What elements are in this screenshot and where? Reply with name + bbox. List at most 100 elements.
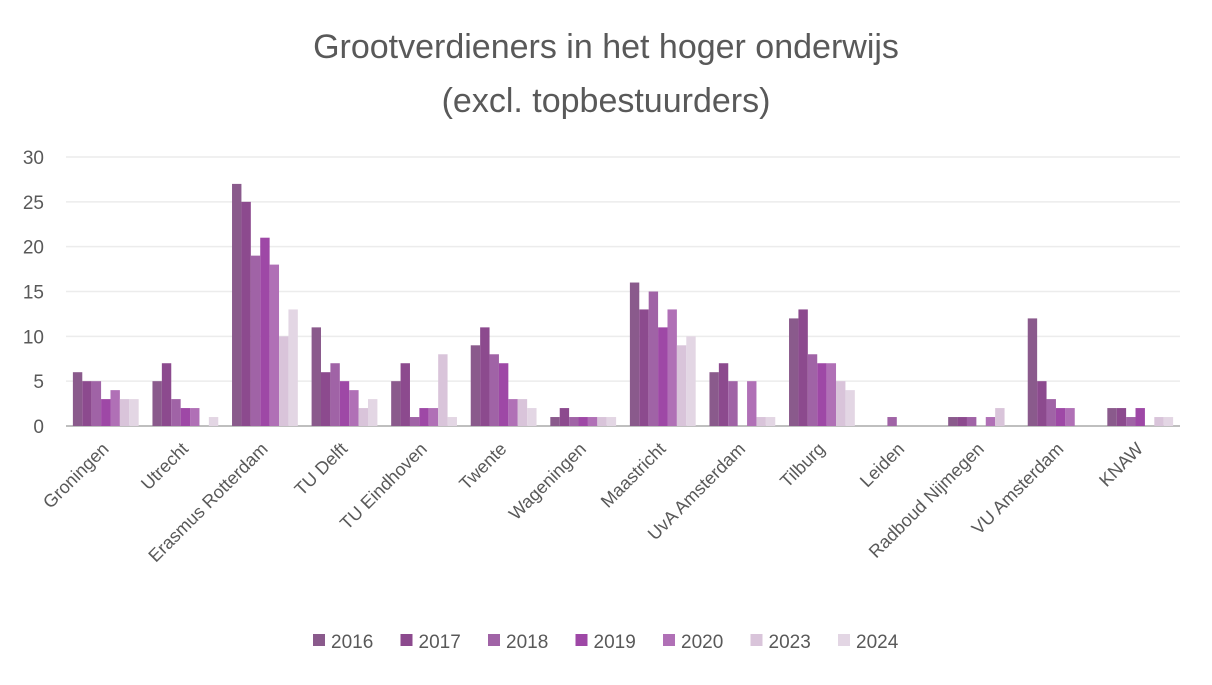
bar-2024 [606, 417, 617, 426]
bar-2016 [789, 318, 799, 426]
bar-2024 [447, 417, 457, 426]
bar-2023 [438, 354, 448, 426]
bar-2017 [400, 363, 410, 426]
bar-2018 [330, 363, 340, 426]
bar-2024 [845, 390, 855, 426]
bar-2016 [311, 327, 321, 426]
bar-2019 [260, 237, 270, 426]
bar-2018 [91, 381, 102, 426]
bar-2016 [709, 372, 719, 426]
bar-2019 [578, 417, 588, 426]
bar-2017 [1037, 381, 1047, 426]
x-tick-label: KNAW [1095, 439, 1147, 491]
bar-2018 [1046, 399, 1056, 426]
bar-2018 [728, 381, 738, 426]
bar-2019 [101, 399, 111, 426]
bar-2017 [1116, 408, 1127, 426]
bar-2019 [817, 363, 827, 426]
legend-swatch [488, 634, 500, 646]
bar-2017 [718, 363, 729, 426]
legend-swatch [400, 634, 413, 646]
x-tick-label: Maastricht [597, 439, 670, 512]
bar-2019 [419, 408, 429, 426]
bar-2019 [658, 327, 668, 426]
bar-2023 [517, 399, 528, 426]
bar-2019 [339, 381, 350, 426]
bar-2020 [269, 264, 280, 426]
bar-2016 [550, 417, 560, 426]
legend-label: 2023 [769, 632, 811, 653]
legend-label: 2018 [506, 632, 548, 653]
bar-2016 [232, 183, 242, 426]
legend-label: 2017 [419, 632, 461, 653]
bar-2017 [559, 408, 570, 426]
bar-2016 [72, 372, 83, 426]
bar-2016 [391, 381, 401, 426]
legend-swatch [313, 634, 325, 646]
legend-label: 2019 [594, 632, 636, 653]
bar-2016 [470, 345, 481, 426]
bar-2023 [279, 336, 289, 426]
x-tick-label: TU Delft [291, 439, 352, 500]
x-tick-label: Utrecht [137, 439, 192, 494]
bar-2023 [119, 399, 130, 426]
bar-2020 [190, 408, 200, 426]
y-tick-label: 30 [23, 148, 44, 169]
bar-2020 [110, 390, 120, 426]
legend-swatch [663, 634, 675, 646]
bar-2024 [368, 399, 378, 426]
bar-2016 [1027, 318, 1038, 426]
bar-2017 [957, 417, 967, 426]
bar-2018 [648, 291, 659, 426]
chart-subtitle: (excl. topbestuurders) [442, 82, 771, 120]
bar-2023 [756, 417, 766, 426]
y-tick-label: 5 [33, 372, 44, 393]
bar-2018 [171, 399, 181, 426]
bar-2024 [208, 417, 219, 426]
chart-title: Grootverdieners in het hoger onderwijs [313, 28, 899, 66]
legend-swatch [575, 634, 588, 646]
bar-2017 [798, 309, 808, 426]
bar-2018 [569, 417, 579, 426]
bar-2023 [995, 408, 1005, 426]
bar-2019 [1055, 408, 1066, 426]
y-tick-label: 10 [23, 327, 44, 348]
bar-2017 [161, 363, 172, 426]
bar-2020 [349, 390, 359, 426]
legend-swatch [838, 634, 850, 646]
legend-label: 2016 [331, 632, 373, 653]
bar-2024 [288, 309, 298, 426]
bar-2024 [129, 399, 139, 426]
bar-2020 [747, 381, 757, 426]
bar-2016 [948, 417, 958, 426]
y-tick-label: 20 [23, 238, 44, 259]
bar-2018 [489, 354, 499, 426]
bar-2018 [887, 417, 897, 426]
bar-2020 [587, 417, 598, 426]
x-tick-label: Wageningen [505, 439, 590, 524]
bar-2017 [241, 201, 251, 426]
bar-2018 [807, 354, 818, 426]
y-tick-label: 25 [23, 193, 44, 214]
x-tick-label: Groningen [39, 439, 113, 513]
legend-label: 2020 [681, 632, 723, 653]
bar-2016 [629, 282, 640, 426]
bar-2017 [480, 327, 490, 426]
bar-2023 [1154, 417, 1164, 426]
bar-2019 [180, 408, 191, 426]
bar-2019 [1135, 408, 1145, 426]
bar-2020 [667, 309, 677, 426]
bar-2020 [985, 417, 996, 426]
bar-2017 [321, 372, 331, 426]
bar-2017 [82, 381, 92, 426]
legend-swatch [750, 634, 763, 646]
bar-2020 [1065, 408, 1075, 426]
bar-2024 [1163, 417, 1174, 426]
bar-2024 [765, 417, 776, 426]
bar-2018 [966, 417, 977, 426]
bar-2023 [597, 417, 607, 426]
bar-2024 [686, 336, 696, 426]
x-tick-label: Tilburg [776, 439, 829, 492]
